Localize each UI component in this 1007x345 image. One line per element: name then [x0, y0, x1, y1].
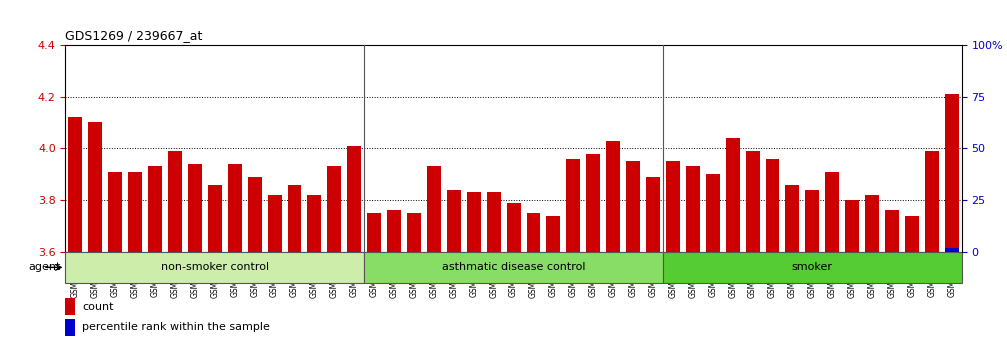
Bar — [248, 177, 262, 252]
Text: agent: agent — [28, 263, 60, 272]
Bar — [68, 117, 83, 252]
Bar — [307, 195, 321, 252]
Bar — [586, 154, 600, 252]
Bar — [765, 159, 779, 252]
Bar — [288, 185, 301, 252]
Bar — [666, 161, 680, 252]
Bar — [527, 213, 541, 252]
Bar — [945, 248, 959, 252]
Bar — [806, 190, 820, 252]
Text: smoker: smoker — [792, 263, 833, 272]
Bar — [865, 195, 879, 252]
Bar — [745, 151, 759, 252]
Bar — [347, 146, 362, 252]
Bar — [268, 195, 282, 252]
Bar — [606, 140, 620, 252]
Bar — [387, 210, 401, 252]
Bar — [407, 213, 421, 252]
Text: percentile rank within the sample: percentile rank within the sample — [83, 322, 270, 332]
Bar — [845, 200, 859, 252]
Bar — [168, 151, 182, 252]
Bar — [486, 192, 500, 252]
Bar — [65, 319, 76, 336]
FancyBboxPatch shape — [663, 252, 962, 283]
Bar — [89, 122, 103, 252]
Bar — [507, 203, 521, 252]
Bar — [885, 210, 899, 252]
Bar — [706, 174, 720, 252]
Bar — [785, 185, 800, 252]
FancyBboxPatch shape — [65, 252, 365, 283]
Bar — [686, 166, 700, 252]
Bar — [547, 216, 560, 252]
Bar — [65, 298, 76, 315]
Text: asthmatic disease control: asthmatic disease control — [442, 263, 585, 272]
Bar — [945, 94, 959, 252]
Text: non-smoker control: non-smoker control — [161, 263, 269, 272]
Bar — [207, 185, 222, 252]
FancyBboxPatch shape — [365, 252, 663, 283]
Bar — [327, 166, 341, 252]
Bar — [726, 138, 739, 252]
Bar — [467, 192, 480, 252]
Bar — [566, 159, 580, 252]
Bar — [128, 171, 142, 252]
Bar — [109, 171, 122, 252]
Text: GDS1269 / 239667_at: GDS1269 / 239667_at — [65, 29, 202, 42]
Bar — [905, 216, 918, 252]
Bar — [148, 166, 162, 252]
Bar — [646, 177, 660, 252]
Bar — [447, 190, 461, 252]
Bar — [368, 213, 381, 252]
Bar — [626, 161, 640, 252]
Bar — [826, 171, 839, 252]
Bar — [228, 164, 242, 252]
Bar — [427, 166, 441, 252]
Bar — [924, 151, 939, 252]
Bar — [188, 164, 201, 252]
Text: count: count — [83, 302, 114, 312]
